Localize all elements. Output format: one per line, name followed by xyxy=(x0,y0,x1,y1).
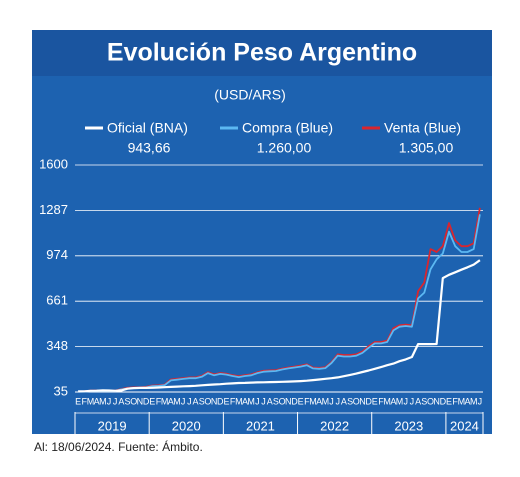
x-tick-label: J xyxy=(113,396,118,406)
x-tick-label: A xyxy=(168,396,174,406)
x-tick-label: J xyxy=(478,396,483,406)
x-tick-label: D xyxy=(143,396,150,406)
legend-label: Oficial (BNA) xyxy=(107,120,188,136)
year-label: 2022 xyxy=(320,418,349,433)
x-tick-label: E xyxy=(75,396,81,406)
y-tick-label: 348 xyxy=(46,338,68,353)
x-tick-label: N xyxy=(137,396,144,406)
y-tick-label: 974 xyxy=(46,247,68,262)
y-tick-label: 1600 xyxy=(39,156,68,171)
x-tick-label: A xyxy=(94,396,100,406)
x-tick-label: A xyxy=(267,396,273,406)
x-tick-label: J xyxy=(187,396,192,406)
x-tick-label: J xyxy=(403,396,408,406)
x-tick-label: N xyxy=(359,396,366,406)
chart-title: Evolución Peso Argentino xyxy=(107,39,417,67)
x-tick-label: E xyxy=(223,396,229,406)
x-tick-label: A xyxy=(193,396,199,406)
year-label: 2021 xyxy=(246,418,275,433)
legend-value: 943,66 xyxy=(128,140,171,156)
x-tick-label: M xyxy=(309,396,317,406)
x-tick-label: J xyxy=(255,396,260,406)
x-tick-label: S xyxy=(125,396,131,406)
legend-value: 1.260,00 xyxy=(257,140,312,156)
x-tick-label: D xyxy=(291,396,298,406)
x-tick-label: M xyxy=(87,396,95,406)
x-tick-label: F xyxy=(156,396,162,406)
x-tick-label: M xyxy=(383,396,391,406)
x-tick-label: F xyxy=(378,396,384,406)
x-tick-label: S xyxy=(347,396,353,406)
series-line xyxy=(78,259,481,393)
year-label: 2020 xyxy=(172,418,201,433)
x-tick-label: N xyxy=(211,396,218,406)
x-tick-label: O xyxy=(279,396,286,406)
x-tick-label: S xyxy=(421,396,427,406)
x-tick-label: F xyxy=(230,396,236,406)
x-tick-label: F xyxy=(82,396,88,406)
x-tick-label: J xyxy=(261,396,266,406)
x-tick-label: E xyxy=(298,396,304,406)
x-tick-label: J xyxy=(335,396,340,406)
legend-value: 1.305,00 xyxy=(399,140,454,156)
x-tick-label: A xyxy=(415,396,421,406)
x-tick-label: E xyxy=(149,396,155,406)
x-tick-label: M xyxy=(247,396,255,406)
x-tick-label: S xyxy=(273,396,279,406)
x-tick-label: A xyxy=(341,396,347,406)
x-tick-label: J xyxy=(107,396,112,406)
x-tick-label: A xyxy=(242,396,248,406)
y-tick-label: 1287 xyxy=(39,202,68,217)
x-tick-label: O xyxy=(204,396,211,406)
x-tick-label: N xyxy=(433,396,440,406)
x-tick-label: D xyxy=(217,396,224,406)
x-tick-label: A xyxy=(465,396,471,406)
year-label: 2019 xyxy=(98,418,127,433)
x-tick-label: S xyxy=(199,396,205,406)
x-tick-label: O xyxy=(427,396,434,406)
x-tick-label: E xyxy=(446,396,452,406)
x-tick-label: M xyxy=(161,396,169,406)
x-tick-label: F xyxy=(304,396,310,406)
subtitle: (USD/ARS) xyxy=(214,87,286,103)
x-tick-label: O xyxy=(353,396,360,406)
y-tick-label: 35 xyxy=(54,383,68,398)
legend-label: Compra (Blue) xyxy=(242,120,333,136)
x-tick-label: J xyxy=(410,396,415,406)
year-label: 2023 xyxy=(394,418,423,433)
x-tick-label: D xyxy=(440,396,447,406)
x-tick-label: M xyxy=(173,396,181,406)
x-tick-label: M xyxy=(458,396,466,406)
x-tick-label: E xyxy=(372,396,378,406)
x-tick-label: F xyxy=(452,396,458,406)
source-note: Al: 18/06/2024. Fuente: Ámbito. xyxy=(34,439,203,454)
x-tick-label: D xyxy=(365,396,372,406)
x-tick-label: M xyxy=(99,396,107,406)
x-tick-label: M xyxy=(470,396,478,406)
x-tick-label: M xyxy=(235,396,243,406)
x-tick-label: A xyxy=(118,396,124,406)
x-tick-label: A xyxy=(316,396,322,406)
x-tick-label: N xyxy=(285,396,292,406)
title-band xyxy=(32,30,492,76)
panel xyxy=(32,30,492,434)
x-tick-label: A xyxy=(390,396,396,406)
y-tick-label: 661 xyxy=(46,293,68,308)
x-tick-label: M xyxy=(322,396,330,406)
legend-label: Venta (Blue) xyxy=(384,120,461,136)
x-tick-label: J xyxy=(329,396,334,406)
x-tick-label: M xyxy=(396,396,404,406)
x-tick-label: J xyxy=(181,396,186,406)
year-label: 2024 xyxy=(450,418,479,433)
x-tick-label: O xyxy=(130,396,137,406)
